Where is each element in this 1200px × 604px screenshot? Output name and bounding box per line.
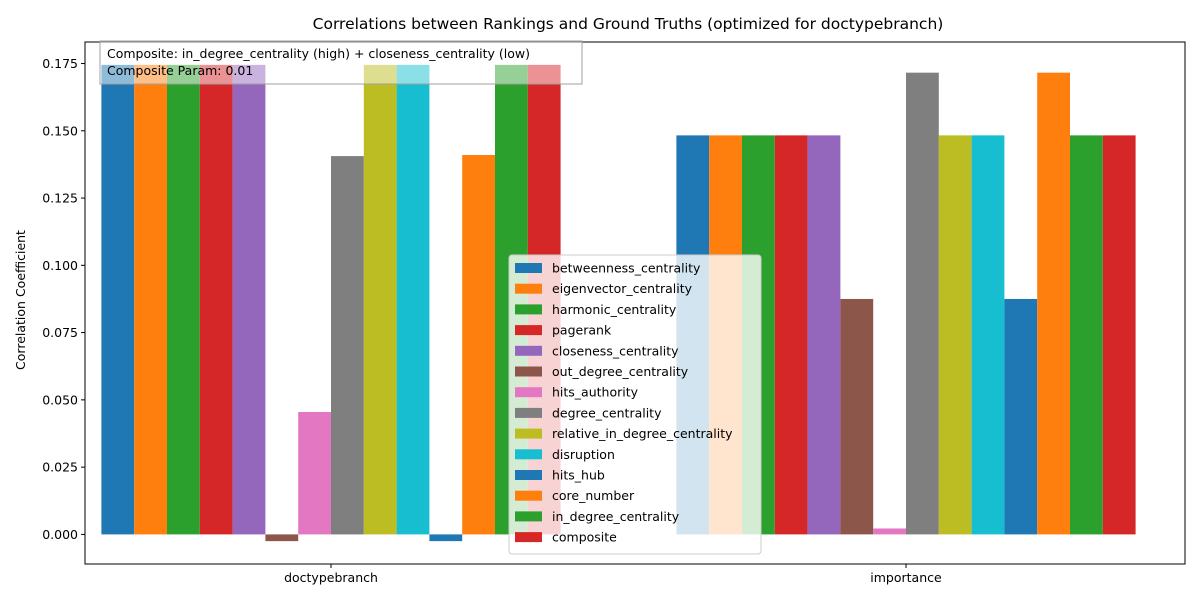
legend-label-pagerank: pagerank — [552, 323, 612, 338]
chart-title: Correlations between Rankings and Ground… — [313, 15, 944, 33]
bar-disruption-doctypebranch — [396, 64, 430, 535]
y-tick-label: 0.000 — [42, 527, 78, 542]
legend: betweenness_centrality eigenvector_centra… — [508, 254, 762, 555]
bar-relative_in_degree_centrality-importance — [938, 135, 972, 535]
annotation-frame — [99, 40, 583, 85]
legend-swatch-out_degree_centrality — [515, 366, 542, 377]
bar-hits_hub-doctypebranch — [429, 534, 463, 542]
bar-betweenness_centrality-doctypebranch — [101, 64, 135, 535]
legend-swatch-betweenness_centrality — [515, 263, 542, 273]
legend-label-closeness_centrality: closeness_centrality — [552, 343, 679, 358]
x-tick-label: importance — [870, 570, 942, 585]
y-tick-label: 0.175 — [42, 56, 78, 71]
legend-swatch-eigenvector_centrality — [515, 283, 542, 294]
legend-label-core_number: core_number — [552, 488, 635, 503]
legend-label-hits_authority: hits_authority — [552, 385, 639, 400]
legend-label-disruption: disruption — [552, 447, 615, 462]
bar-relative_in_degree_centrality-doctypebranch — [363, 64, 397, 535]
bar-degree_centrality-doctypebranch — [331, 156, 364, 535]
bar-eigenvector_centrality-doctypebranch — [134, 64, 167, 535]
legend-frame — [508, 254, 762, 555]
annotation-line: Composite Param: 0.01 — [107, 63, 253, 78]
bar-hits_hub-importance — [1004, 298, 1038, 535]
legend-swatch-composite — [515, 532, 542, 543]
legend-swatch-relative_in_degree_centrality — [515, 428, 542, 439]
y-axis-label: Correlation Coefficient — [13, 230, 28, 370]
bar-composite-importance — [1102, 135, 1136, 535]
legend-swatch-in_degree_centrality — [515, 511, 542, 522]
legend-label-eigenvector_centrality: eigenvector_centrality — [552, 281, 693, 296]
legend-swatch-hits_hub — [515, 470, 542, 480]
legend-label-betweenness_centrality: betweenness_centrality — [552, 261, 701, 276]
bar-core_number-doctypebranch — [462, 155, 495, 535]
legend-swatch-disruption — [515, 449, 542, 460]
bar-hits_authority-importance — [873, 528, 906, 535]
bar-closeness_centrality-doctypebranch — [232, 64, 266, 535]
bar-degree_centrality-importance — [906, 72, 939, 535]
y-tick-label: 0.050 — [42, 392, 78, 407]
legend-swatch-closeness_centrality — [515, 345, 542, 356]
legend-swatch-hits_authority — [515, 387, 542, 398]
bar-disruption-importance — [971, 135, 1005, 535]
bar-out_degree_centrality-doctypebranch — [265, 534, 299, 542]
legend-label-degree_centrality: degree_centrality — [552, 405, 662, 420]
y-tick-label: 0.150 — [42, 123, 78, 138]
legend-label-composite: composite — [552, 530, 617, 545]
y-tick-label: 0.075 — [42, 325, 78, 340]
legend-swatch-core_number — [515, 490, 542, 501]
y-tick-label: 0.125 — [42, 191, 78, 206]
legend-label-in_degree_centrality: in_degree_centrality — [552, 509, 680, 524]
bar-pagerank-importance — [774, 135, 808, 535]
plot-frame — [84, 41, 1186, 565]
legend-swatch-degree_centrality — [515, 407, 542, 418]
annotation-box: Composite: in_degree_centrality (high) +… — [99, 40, 583, 85]
legend-label-relative_in_degree_centrality: relative_in_degree_centrality — [552, 426, 733, 441]
legend-label-out_degree_centrality: out_degree_centrality — [552, 364, 689, 379]
bar-core_number-importance — [1037, 72, 1070, 535]
legend-swatch-pagerank — [515, 325, 542, 336]
axes-layer — [84, 41, 1186, 565]
bar-in_degree_centrality-importance — [1070, 135, 1103, 535]
y-ticks: 0.000 0.025 0.050 0.075 0.100 0.125 0.150 0.175 — [42, 56, 85, 542]
bar-pagerank-doctypebranch — [199, 64, 233, 535]
x-ticks: doctypebranch importance — [284, 564, 942, 585]
bar-hits_authority-doctypebranch — [298, 411, 331, 535]
y-tick-label: 0.100 — [42, 258, 78, 273]
x-tick-label: doctypebranch — [284, 570, 378, 585]
bar-out_degree_centrality-importance — [840, 298, 874, 535]
legend-label-harmonic_centrality: harmonic_centrality — [552, 302, 677, 317]
legend-label-hits_hub: hits_hub — [552, 468, 605, 483]
bar-harmonic_centrality-doctypebranch — [167, 64, 200, 535]
bar-closeness_centrality-importance — [807, 135, 841, 535]
legend-swatch-harmonic_centrality — [515, 304, 542, 315]
annotation-line: Composite: in_degree_centrality (high) +… — [107, 46, 530, 61]
y-tick-label: 0.025 — [42, 460, 78, 475]
